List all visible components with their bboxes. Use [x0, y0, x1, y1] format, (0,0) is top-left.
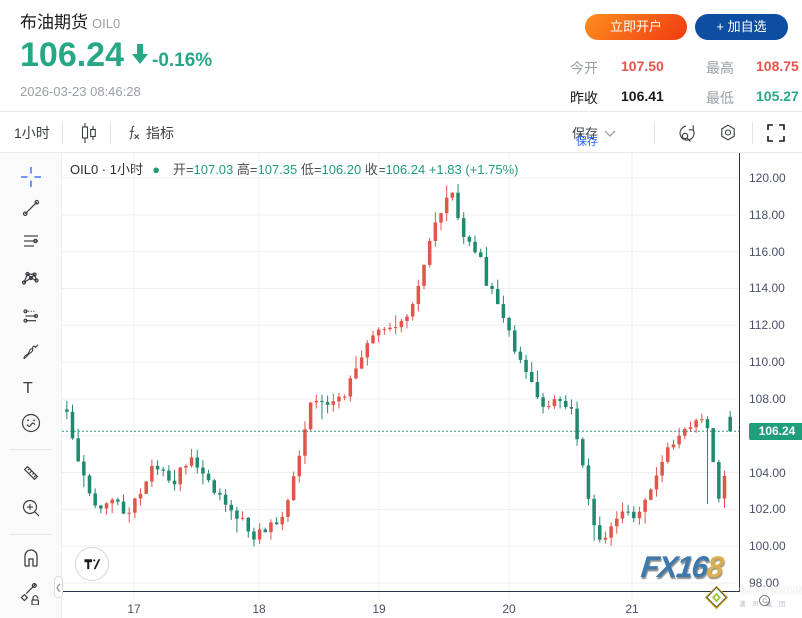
svg-text:T: T [23, 380, 33, 397]
svg-text:C: C [762, 599, 767, 605]
